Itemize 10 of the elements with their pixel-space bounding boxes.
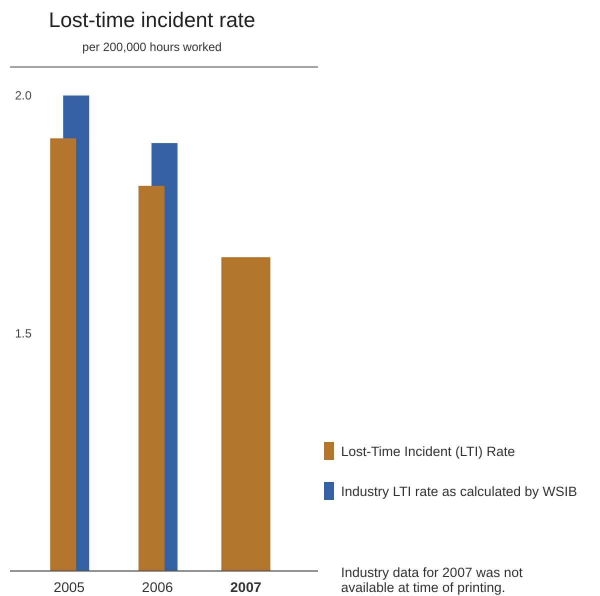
x-tick-label: 2007 bbox=[230, 579, 262, 595]
chart-title: Lost-time incident rate bbox=[48, 9, 256, 32]
text: Industry data for 2007 was not available at time of printing. bbox=[341, 565, 523, 595]
y-tick-label: 2.0 bbox=[15, 88, 32, 103]
legend-label: Industry LTI rate as calculated by WSIB bbox=[341, 484, 578, 499]
y-tick-label: 1.5 bbox=[15, 326, 32, 340]
chart-subtitle: per 200,000 hours worked bbox=[82, 40, 222, 54]
x-tick-label: 2006 bbox=[142, 579, 174, 595]
x-tick-label: 2005 bbox=[54, 579, 85, 595]
legend-label: Lost-Time Incident (LTI) Rate bbox=[341, 444, 516, 459]
